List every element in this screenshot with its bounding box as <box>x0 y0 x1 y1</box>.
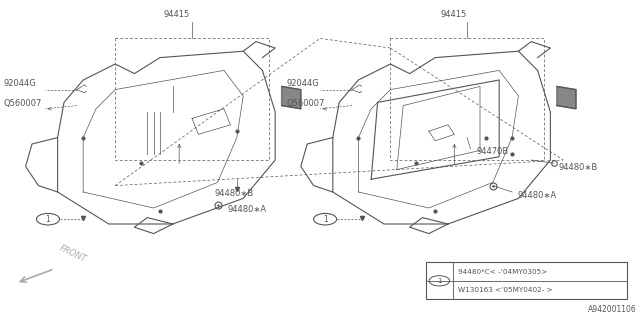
Text: 1: 1 <box>437 278 442 284</box>
Text: Q560007: Q560007 <box>3 99 42 108</box>
Text: 92044G: 92044G <box>287 79 319 88</box>
Text: Q560007: Q560007 <box>287 99 325 108</box>
Text: A942001106: A942001106 <box>588 305 637 314</box>
Bar <box>426 262 627 299</box>
Text: 94415: 94415 <box>163 10 189 19</box>
Text: 94480*C< -'04MY0305>: 94480*C< -'04MY0305> <box>458 268 547 275</box>
Polygon shape <box>282 86 301 109</box>
Polygon shape <box>557 86 576 109</box>
Text: 94480∗A: 94480∗A <box>517 191 556 200</box>
Text: 94480∗A: 94480∗A <box>227 205 266 214</box>
Text: 94415: 94415 <box>440 10 467 19</box>
Text: 94480∗B: 94480∗B <box>214 189 253 198</box>
Text: 94480∗B: 94480∗B <box>558 163 597 172</box>
Text: 92044G: 92044G <box>3 79 36 88</box>
Text: 94470B: 94470B <box>477 148 509 156</box>
Text: W130163 <'05MY0402- >: W130163 <'05MY0402- > <box>458 287 552 293</box>
Text: FRONT: FRONT <box>58 244 88 264</box>
Text: 1: 1 <box>323 215 328 224</box>
Text: 1: 1 <box>45 215 51 224</box>
